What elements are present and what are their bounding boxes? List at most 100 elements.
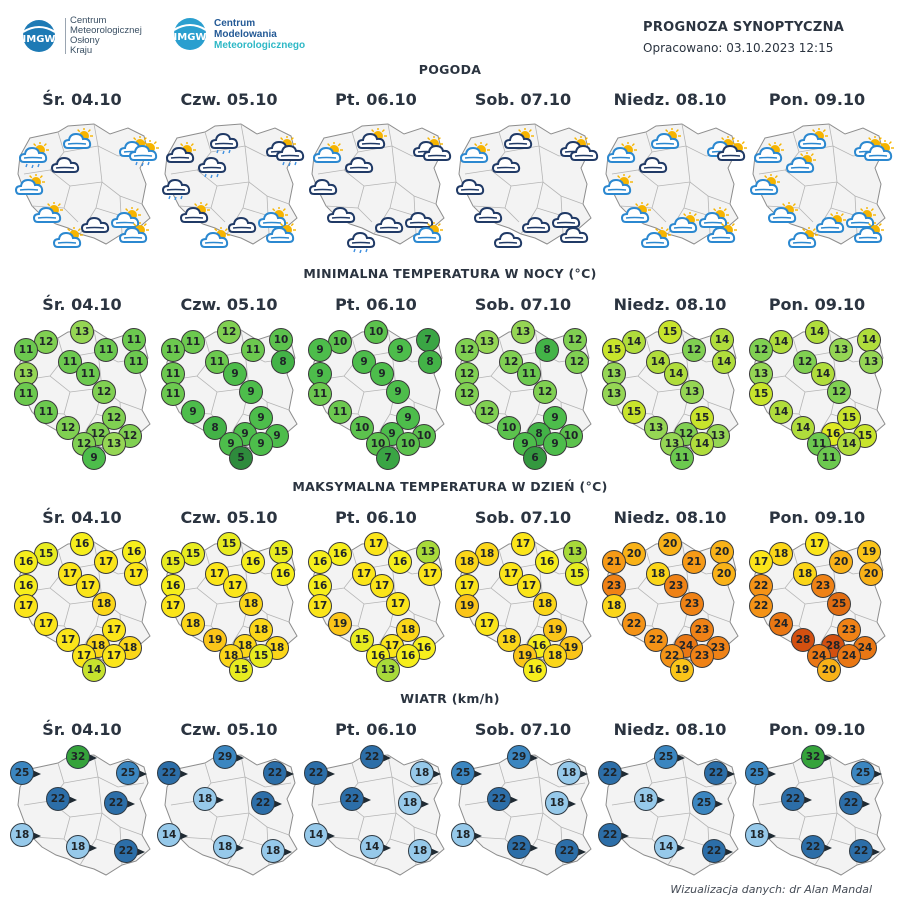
day-label-wind: Pon. 09.10 xyxy=(768,720,866,739)
cloud-dark-icon xyxy=(551,207,585,233)
temp-marker: 10 xyxy=(350,416,374,440)
wind-marker: 25 xyxy=(451,761,482,785)
wind-marker: 22 xyxy=(555,839,586,863)
day-label-weather: Sob. 07.10 xyxy=(474,90,572,109)
temp-marker: 25 xyxy=(827,592,851,616)
wind-speed: 18 xyxy=(398,791,422,815)
wind-marker: 22 xyxy=(304,761,335,785)
cloud-sun-icon xyxy=(640,226,674,253)
wind-speed: 18 xyxy=(261,839,285,863)
logo2-badge-text: IMGW xyxy=(174,32,207,43)
logo1-line: Centrum xyxy=(70,15,107,26)
temp-marker: 9 xyxy=(82,446,106,470)
wind-speed: 25 xyxy=(116,761,140,785)
map-wind-1: 29 22 22 18 22 14 18 18 xyxy=(157,743,302,878)
temp-marker: 17 xyxy=(102,644,126,668)
cloud-rain-sun-icon xyxy=(18,141,52,169)
wind-marker: 22 xyxy=(340,787,371,811)
temp-marker: 9 xyxy=(249,432,273,456)
wind-speed: 32 xyxy=(801,745,825,769)
cloud-dark-icon xyxy=(404,207,438,233)
cloud-sun-icon xyxy=(412,221,446,248)
temp-marker: 13 xyxy=(749,362,773,386)
temp-marker: 12 xyxy=(565,350,589,374)
temp-marker: 19 xyxy=(455,594,479,618)
map-wind-5: 32 25 25 22 22 18 22 22 xyxy=(745,743,890,878)
temp-marker: 16 xyxy=(70,532,94,556)
cloud-sun-icon xyxy=(62,127,96,154)
cloud-dark-rain-icon xyxy=(275,140,309,167)
day-label-tmax: Pt. 06.10 xyxy=(335,508,417,527)
map-tmax-3: 17 18 13 18 16 17 15 17 17 19 18 17 19 18 16 19 19 18 16 xyxy=(451,530,596,682)
temp-marker: 11 xyxy=(241,338,265,362)
wind-speed: 22 xyxy=(849,839,873,863)
wind-marker: 22 xyxy=(598,823,629,847)
temp-marker: 12 xyxy=(217,320,241,344)
temp-marker: 15 xyxy=(269,540,293,564)
sun-cloud-icon xyxy=(787,226,821,253)
temp-marker: 12 xyxy=(827,380,851,404)
map-weather-5 xyxy=(745,112,894,248)
wind-marker: 18 xyxy=(451,823,482,847)
wind-speed: 18 xyxy=(634,787,658,811)
cloud-dark-icon xyxy=(344,152,378,178)
temp-marker: 18 xyxy=(239,592,263,616)
map-weather-3 xyxy=(451,112,599,248)
wind-speed: 22 xyxy=(781,787,805,811)
temp-marker: 15 xyxy=(658,320,682,344)
temp-marker: 11 xyxy=(817,446,841,470)
temp-marker: 14 xyxy=(712,350,736,374)
wind-marker: 18 xyxy=(745,823,776,847)
temp-marker: 16 xyxy=(14,550,38,574)
cloud-sun-icon xyxy=(797,127,831,154)
temp-marker: 28 xyxy=(791,628,815,652)
wind-speed: 18 xyxy=(745,823,769,847)
cloud-sun-icon xyxy=(265,221,299,248)
map-tmax-1: 15 15 15 15 16 17 16 16 17 17 18 18 18 19 18 18 18 15 15 xyxy=(157,530,302,682)
wind-speed: 25 xyxy=(451,761,475,785)
logo2-line: Meteorologicznego xyxy=(214,39,306,51)
temp-marker: 18 xyxy=(249,618,273,642)
map-weather-1 xyxy=(157,112,305,248)
temp-marker: 18 xyxy=(769,542,793,566)
wind-speed: 14 xyxy=(304,823,328,847)
temp-marker: 9 xyxy=(352,350,376,374)
cloud-sun-icon xyxy=(118,221,152,248)
temp-marker: 13 xyxy=(416,540,440,564)
temp-marker: 17 xyxy=(386,592,410,616)
temp-marker: 17 xyxy=(308,594,332,618)
cloud-sun-icon xyxy=(815,211,849,238)
cloud-dark-icon xyxy=(422,140,456,166)
cloud-sun-icon xyxy=(257,206,291,233)
logo1-text: Centrum Meteorologicznej Osłony Kraju xyxy=(70,16,142,56)
temp-marker: 5 xyxy=(229,446,253,470)
cloud-dark-icon xyxy=(559,222,593,248)
temp-marker: 7 xyxy=(376,446,400,470)
wind-marker: 22 xyxy=(263,761,294,785)
temp-marker: 13 xyxy=(563,540,587,564)
day-label-tmax: Śr. 04.10 xyxy=(42,508,122,527)
temp-marker: 15 xyxy=(602,338,626,362)
cloud-dark-icon xyxy=(493,227,527,253)
cloud-sun-icon xyxy=(620,201,654,228)
wind-marker: 18 xyxy=(410,761,441,785)
temp-marker: 18 xyxy=(793,562,817,586)
cloud-dark-sun-icon xyxy=(356,127,390,154)
temp-marker: 12 xyxy=(455,382,479,406)
wind-speed: 25 xyxy=(692,791,716,815)
page-title: PROGNOZA SYNOPTYCZNA xyxy=(643,20,845,35)
imgw-badge-icon: IMGW xyxy=(22,20,56,52)
wind-marker: 25 xyxy=(851,761,882,785)
cloud-sun-icon xyxy=(698,206,732,233)
wind-speed: 25 xyxy=(10,761,34,785)
wind-marker: 22 xyxy=(849,839,880,863)
temp-marker: 13 xyxy=(14,362,38,386)
temp-marker: 10 xyxy=(269,328,293,352)
wind-speed: 22 xyxy=(157,761,181,785)
temp-marker: 11 xyxy=(517,362,541,386)
wind-speed: 14 xyxy=(654,835,678,859)
temp-marker: 11 xyxy=(308,382,332,406)
wind-marker: 14 xyxy=(654,835,685,859)
day-label-tmax: Sob. 07.10 xyxy=(474,508,572,527)
temp-marker: 24 xyxy=(837,644,861,668)
